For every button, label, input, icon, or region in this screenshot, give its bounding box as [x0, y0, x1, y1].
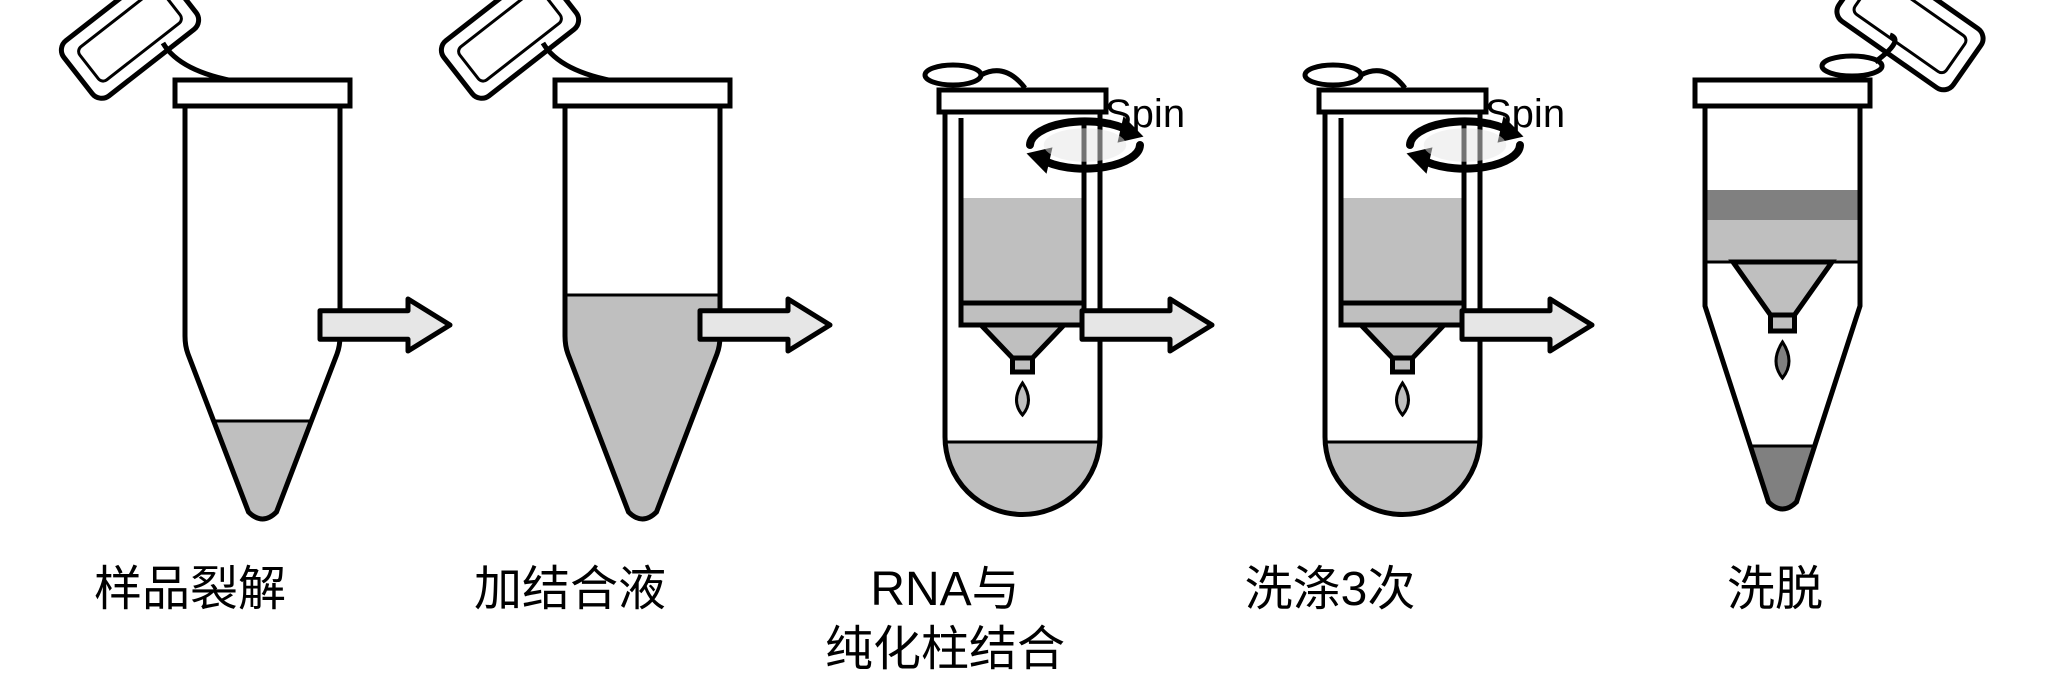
- step-label: 加结合液: [420, 560, 720, 620]
- step-label: 样品裂解: [40, 560, 340, 620]
- step-label: RNA与纯化柱结合: [795, 560, 1095, 680]
- step-label: 洗涤3次: [1180, 560, 1480, 620]
- step-label: 洗脱: [1625, 560, 1925, 620]
- spin-label: Spin: [1485, 92, 1565, 137]
- spin-label: Spin: [1105, 92, 1185, 137]
